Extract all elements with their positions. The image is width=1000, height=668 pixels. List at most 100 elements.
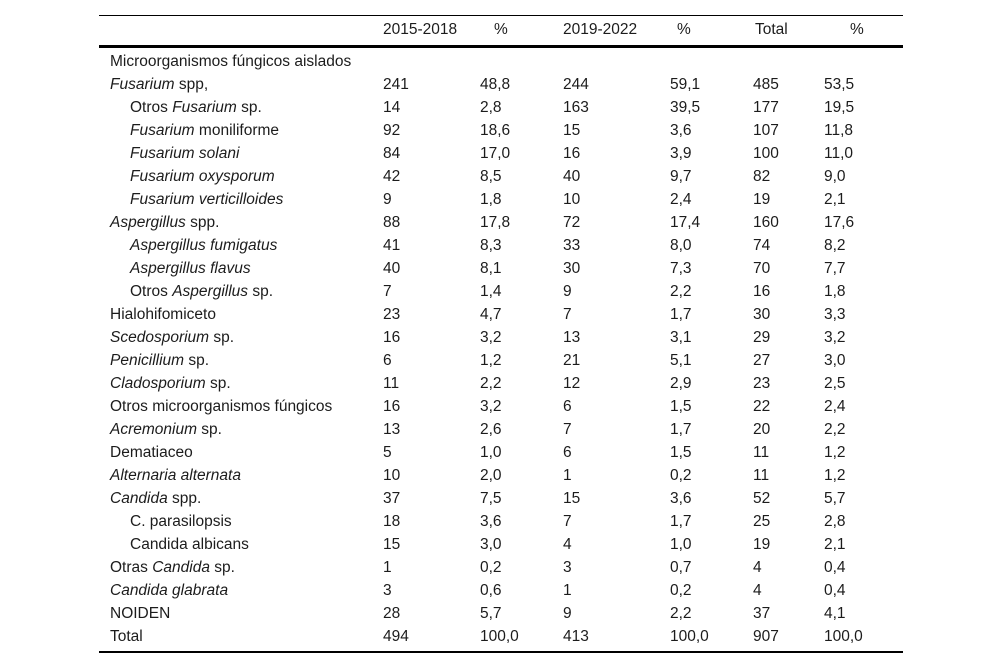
table-row: Fusarium verticilloides 9 1,8 10 2,4 19 2,1 (99, 188, 903, 211)
cell-value: 19,5 (824, 99, 855, 116)
cell-value: 5,7 (480, 605, 502, 622)
cell-value: 6 (563, 398, 572, 415)
row-label: Hialohifomiceto (99, 303, 383, 326)
row-label-italic-segment: Scedosporium (110, 329, 210, 346)
table-row: C. parasilopsis 18 3,6 7 1,7 25 2,8 (99, 510, 903, 533)
cell-value: 3,2 (824, 329, 846, 346)
table-row: Microorganismos fúngicos aislados (99, 50, 903, 73)
cell-value: 6 (383, 352, 392, 369)
table-row: Fusarium spp, 241 48,8 244 59,1 485 53,5 (99, 73, 903, 96)
row-label-segment: sp. (248, 283, 273, 300)
cell-value: 2,4 (670, 191, 692, 208)
row-label: Total (99, 625, 383, 648)
table-row: Dematiaceo 5 1,0 6 1,5 11 1,2 (99, 441, 903, 464)
cell-value: 28 (383, 605, 401, 622)
table-row: Candida albicans 15 3,0 4 1,0 19 2,1 (99, 533, 903, 556)
row-label-italic-segment: Cladosporium (110, 375, 206, 392)
cell-value (480, 50, 563, 73)
row-label: Penicillium sp. (99, 349, 383, 372)
cell-value: 244 (563, 76, 589, 93)
table-row: Candida spp. 37 7,5 15 3,6 52 5,7 (99, 487, 903, 510)
cell-value: 10 (563, 191, 581, 208)
cell-value: 7,7 (824, 260, 846, 277)
row-label: Aspergillus fumigatus (99, 234, 383, 257)
row-label-italic-segment: Fusarium solani (130, 145, 240, 162)
table-row: Total 494 100,0 413 100,0 907 100,0 (99, 625, 903, 648)
table-bottom-rule (99, 651, 903, 653)
cell-value: 9 (563, 605, 572, 622)
row-label: Cladosporium sp. (99, 372, 383, 395)
cell-value: 1,2 (824, 444, 846, 461)
cell-value: 8,1 (480, 260, 502, 277)
cell-value: 160 (753, 214, 779, 231)
row-label: Candida glabrata (99, 579, 383, 602)
row-label-italic-segment: Fusarium (130, 122, 195, 139)
row-label-segment: sp. (209, 329, 235, 346)
row-label: Otros microorganismos fúngicos (99, 395, 383, 418)
table-row: Fusarium moniliforme 92 18,6 15 3,6 107 11,8 (99, 119, 903, 142)
table-row: Otros Fusarium sp. 14 2,8 163 39,5 177 19,5 (99, 96, 903, 119)
table-row: Fusarium solani 84 17,0 16 3,9 100 11,0 (99, 142, 903, 165)
cell-value: 39,5 (670, 99, 701, 116)
cell-value: 23 (383, 306, 401, 323)
cell-value: 19 (753, 191, 771, 208)
row-label: Fusarium spp, (99, 73, 383, 96)
cell-value: 4 (563, 536, 572, 553)
cell-value: 3,6 (670, 490, 692, 507)
cell-value: 100 (753, 145, 779, 162)
cell-value: 3,9 (670, 145, 692, 162)
cell-value: 16 (383, 329, 401, 346)
cell-value: 92 (383, 122, 401, 139)
cell-value: 413 (563, 628, 589, 645)
cell-value: 22 (753, 398, 771, 415)
table-row: Candida glabrata 3 0,6 1 0,2 4 0,4 (99, 579, 903, 602)
cell-value: 8,2 (824, 237, 846, 254)
cell-value: 494 (383, 628, 409, 645)
cell-value: 1,2 (480, 352, 502, 369)
row-label: Scedosporium sp. (99, 326, 383, 349)
cell-value: 1,7 (670, 513, 692, 530)
cell-value: 48,8 (480, 76, 511, 93)
cell-value: 177 (753, 99, 779, 116)
cell-value: 15 (563, 122, 581, 139)
cell-value: 5,1 (670, 352, 692, 369)
cell-value: 4 (753, 582, 762, 599)
row-label-italic-segment: Candida (152, 559, 210, 576)
cell-value: 485 (753, 76, 779, 93)
cell-value: 10 (383, 467, 401, 484)
row-label: Dematiaceo (99, 441, 383, 464)
row-label: NOIDEN (99, 602, 383, 625)
column-header-total: Total (755, 21, 788, 38)
cell-value: 1,8 (824, 283, 846, 300)
row-label-segment: sp. (209, 559, 235, 576)
row-label-segment: Otros (130, 283, 173, 300)
cell-value: 7,5 (480, 490, 502, 507)
cell-value: 72 (563, 214, 581, 231)
cell-value: 3,6 (480, 513, 502, 530)
table-row: Otras Candida sp. 1 0,2 3 0,7 4 0,4 (99, 556, 903, 579)
cell-value: 3,3 (824, 306, 846, 323)
row-label-segment: Otros (130, 99, 173, 116)
row-label: Fusarium moniliforme (99, 119, 383, 142)
cell-value (563, 50, 670, 73)
cell-value: 16 (563, 145, 581, 162)
table-row: Cladosporium sp. 11 2,2 12 2,9 23 2,5 (99, 372, 903, 395)
cell-value: 4 (753, 559, 762, 576)
cell-value: 13 (383, 421, 401, 438)
row-label-segment: moniliforme (194, 122, 280, 139)
cell-value: 40 (383, 260, 401, 277)
cell-value: 20 (753, 421, 771, 438)
cell-value: 4,7 (480, 306, 502, 323)
cell-value: 53,5 (824, 76, 855, 93)
cell-value (383, 50, 480, 73)
cell-value: 3,0 (480, 536, 502, 553)
row-label-italic-segment: Aspergillus (110, 214, 186, 231)
cell-value: 13 (563, 329, 581, 346)
row-label-segment: sp. (205, 375, 231, 392)
cell-value: 3,6 (670, 122, 692, 139)
row-label-italic-segment: Fusarium (110, 76, 175, 93)
row-label: Candida albicans (99, 533, 383, 556)
cell-value: 0,4 (824, 559, 846, 576)
row-label-segment: sp. (184, 352, 210, 369)
